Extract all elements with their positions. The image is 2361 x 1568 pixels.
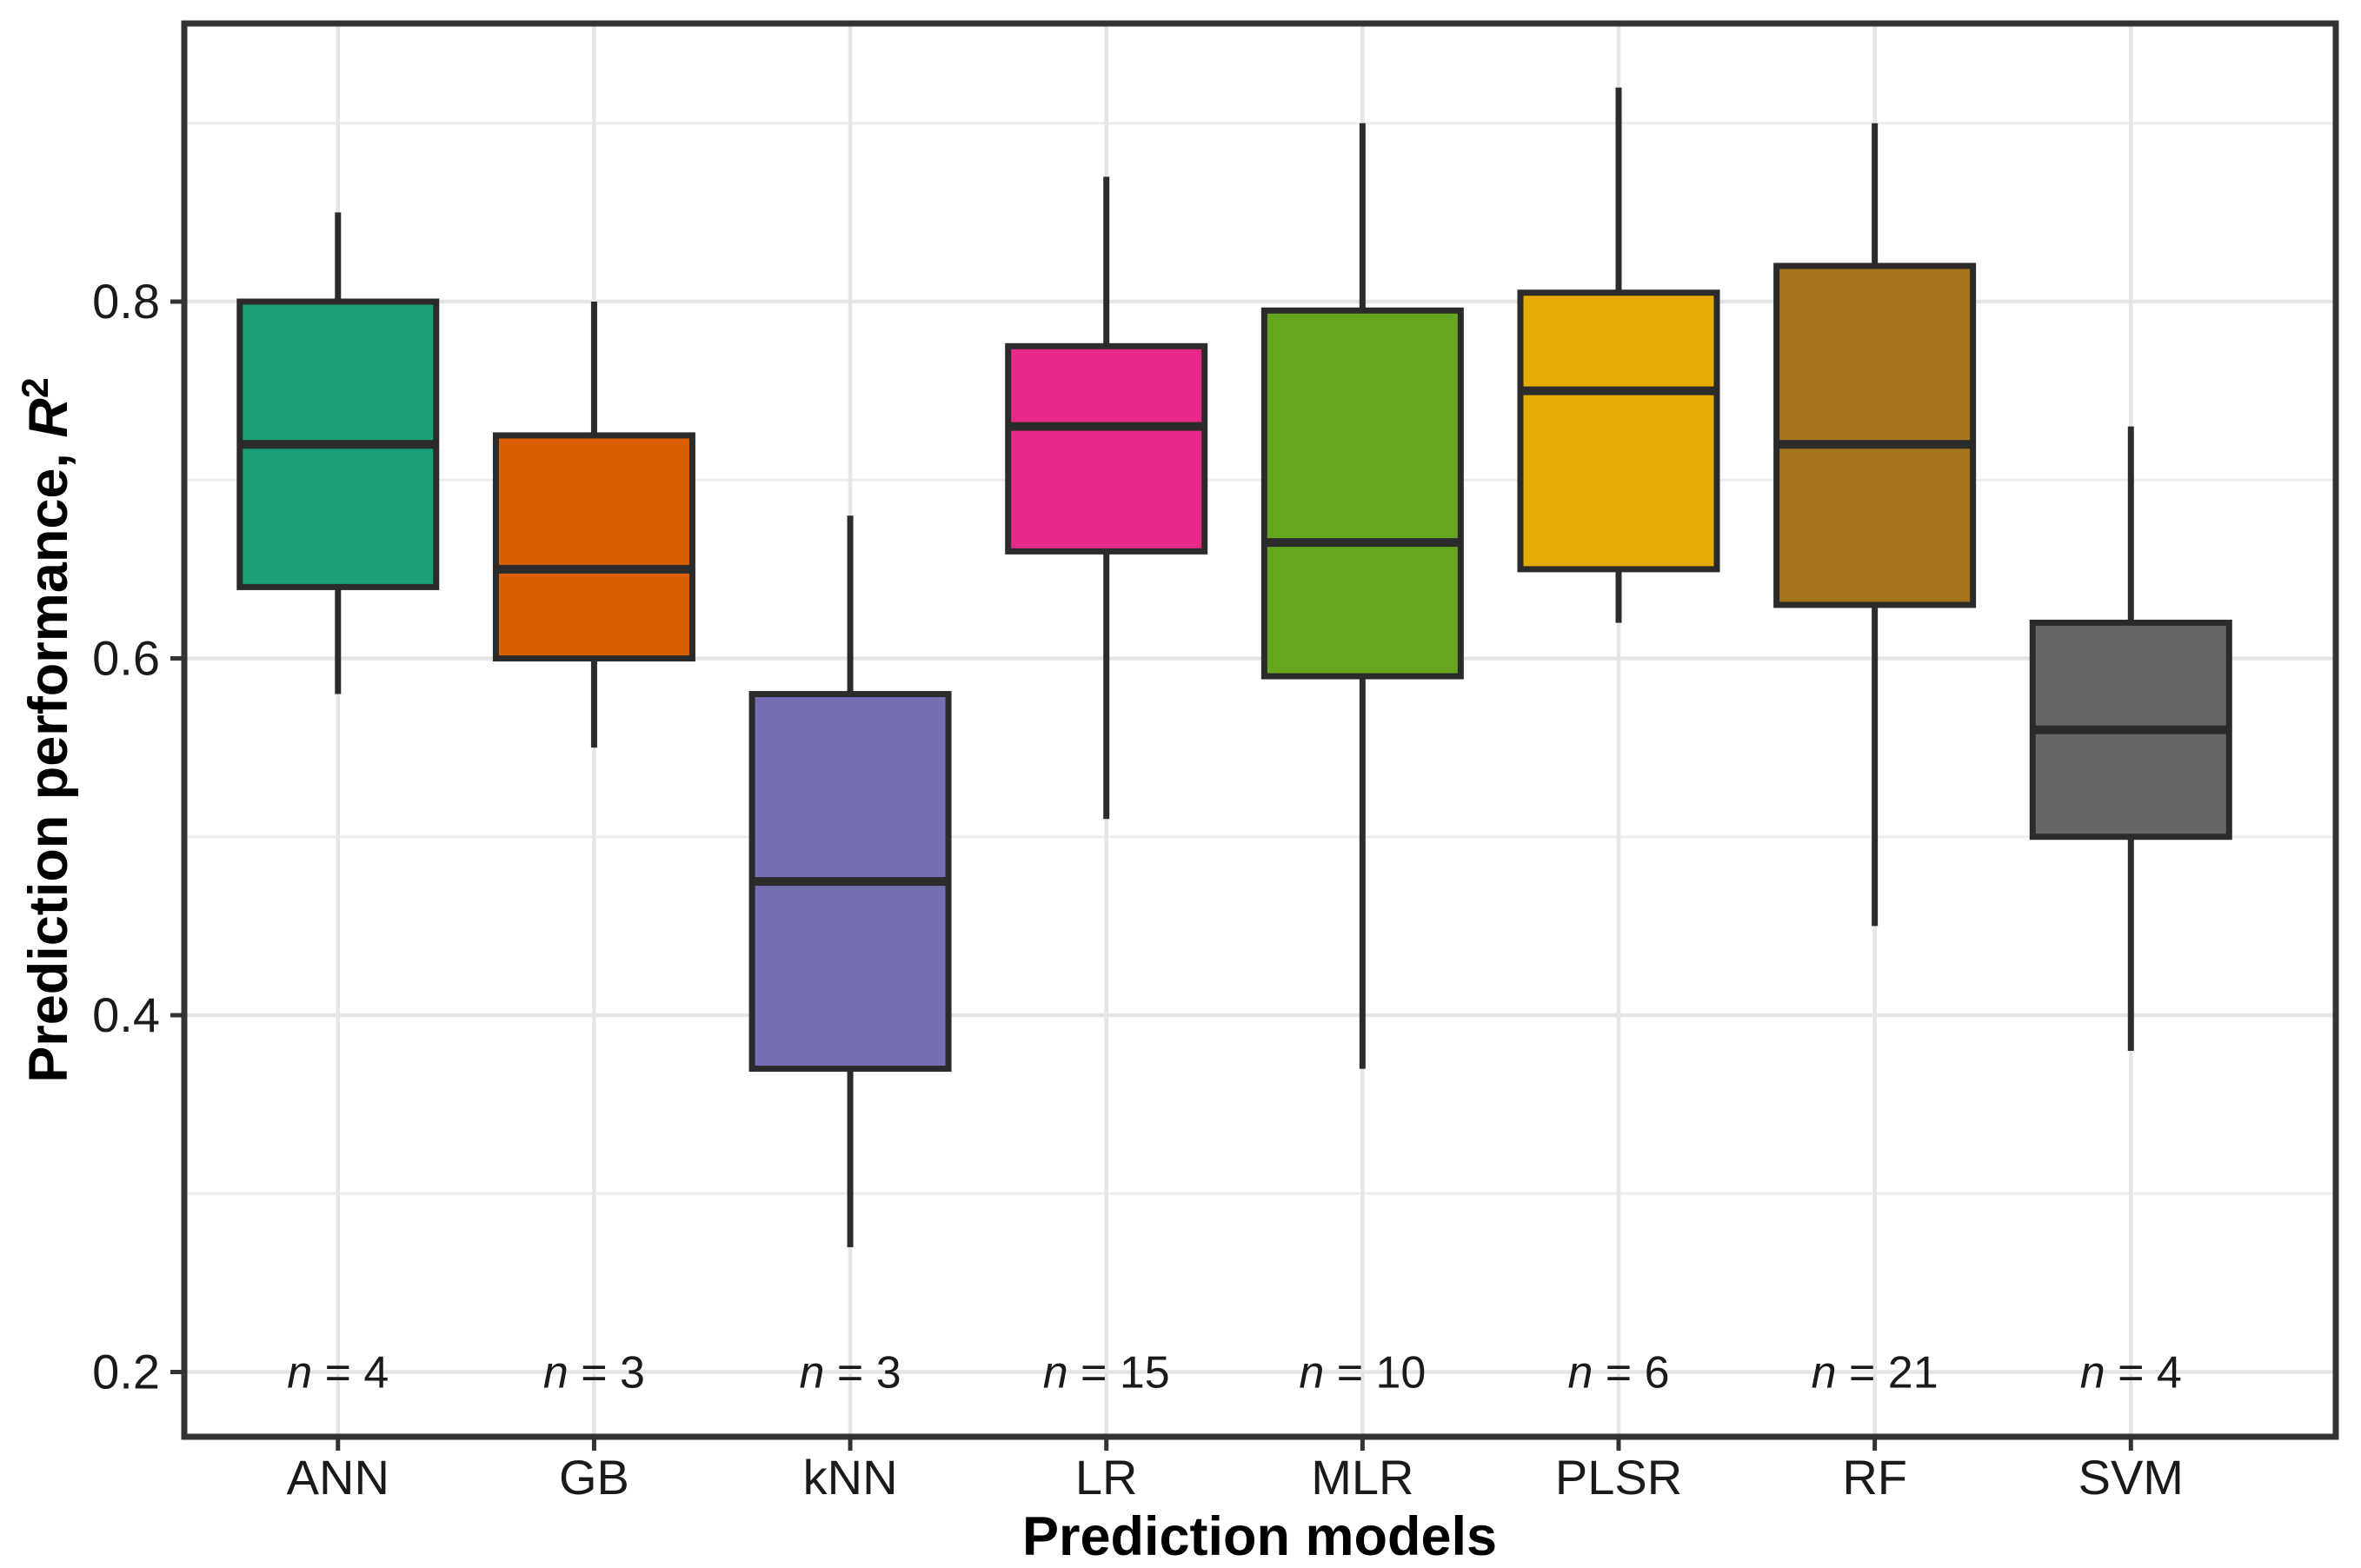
box-group-RF [1773, 123, 1977, 927]
n-label-symbol-PLSR: n [1567, 1348, 1593, 1399]
n-label-value-LR: = 15 [1068, 1348, 1170, 1399]
x-tick-label-ANN: ANN [287, 1450, 389, 1505]
box-group-MLR [1260, 123, 1464, 1069]
n-label-symbol-MLR: n [1299, 1348, 1324, 1399]
n-label-GB: n = 3 [543, 1348, 645, 1399]
n-label-PLSR: n = 6 [1567, 1348, 1669, 1399]
n-label-value-SVM: = 4 [2105, 1348, 2182, 1399]
n-label-LR: n = 15 [1043, 1348, 1170, 1399]
x-axis-title-text: Prediction models [1021, 1506, 1498, 1567]
n-label-symbol-SVM: n [2080, 1348, 2105, 1399]
y-axis-title-text: Prediction performance, [18, 437, 79, 1083]
y-tick-label-0.8: 0.8 [92, 274, 160, 329]
n-label-value-MLR: = 10 [1324, 1348, 1426, 1399]
iqr-box-RF [1773, 262, 1977, 608]
n-label-symbol-ANN: n [287, 1348, 312, 1399]
n-label-RF: n = 21 [1812, 1348, 1939, 1399]
box-group-GB [492, 302, 695, 748]
n-label-MLR: n = 10 [1299, 1348, 1426, 1399]
y-tick-label-0.6: 0.6 [92, 631, 160, 686]
box-group-SVM [2029, 426, 2232, 1052]
n-label-SVM: n = 4 [2080, 1348, 2182, 1399]
n-label-value-ANN: = 4 [312, 1348, 389, 1399]
n-label-kNN: n = 3 [800, 1348, 901, 1399]
y-tick-label-0.4: 0.4 [92, 987, 160, 1042]
box-group-kNN [748, 515, 952, 1247]
n-label-symbol-GB: n [543, 1348, 569, 1399]
n-label-symbol-kNN: n [800, 1348, 825, 1399]
y-axis-title-math-symbol: R [18, 398, 79, 438]
n-label-value-RF: = 21 [1837, 1348, 1939, 1399]
x-tick-label-MLR: MLR [1311, 1450, 1413, 1505]
y-axis-title-exponent: 2 [15, 377, 57, 399]
box-group-ANN [236, 212, 440, 694]
iqr-box-GB [492, 432, 695, 661]
x-tick-label-GB: GB [559, 1450, 629, 1505]
n-label-symbol-LR: n [1043, 1348, 1068, 1399]
iqr-box-LR [1005, 342, 1208, 555]
plot-panel [184, 23, 2336, 1437]
y-tick-label-0.2: 0.2 [92, 1345, 160, 1399]
x-tick-label-RF: RF [1842, 1450, 1907, 1505]
n-label-ANN: n = 4 [287, 1348, 389, 1399]
x-tick-label-PLSR: PLSR [1555, 1450, 1682, 1505]
iqr-box-MLR [1260, 307, 1464, 680]
x-axis-title: Prediction models [1022, 1505, 1497, 1568]
box-group-LR [1005, 176, 1208, 820]
x-tick-label-kNN: kNN [803, 1450, 898, 1505]
x-tick-label-LR: LR [1075, 1450, 1138, 1505]
n-label-symbol-RF: n [1812, 1348, 1837, 1399]
n-label-value-GB: = 3 [569, 1348, 645, 1399]
iqr-box-PLSR [1517, 289, 1720, 573]
n-label-value-kNN: = 3 [824, 1348, 901, 1399]
x-tick-label-SVM: SVM [2078, 1450, 2184, 1505]
n-label-value-PLSR: = 6 [1593, 1348, 1669, 1399]
y-axis-title: Prediction performance, R2 [15, 377, 80, 1083]
panel-border [181, 20, 2339, 1440]
box-group-PLSR [1517, 87, 1720, 623]
